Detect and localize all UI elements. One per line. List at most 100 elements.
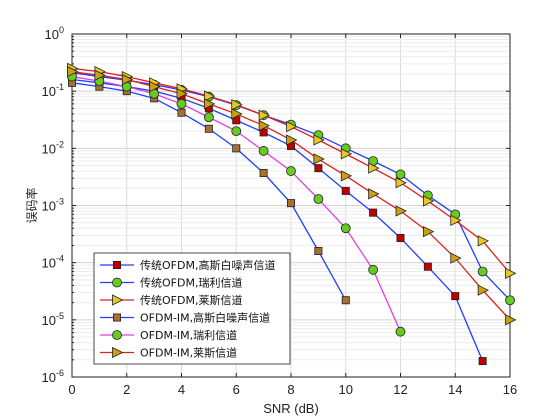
data-point	[395, 169, 406, 180]
data-point	[259, 128, 268, 137]
legend-box	[93, 252, 291, 365]
legend-item: 传统OFDM,瑞利信道	[100, 276, 242, 290]
data-point	[176, 88, 188, 100]
data-point	[395, 326, 406, 337]
data-point	[94, 69, 106, 81]
legend-marker	[113, 260, 122, 269]
legend-item: OFDM-IM,高斯白噪声信道	[100, 311, 270, 325]
data-point	[313, 134, 325, 146]
data-point	[231, 126, 242, 137]
legend-marker	[112, 277, 122, 288]
y-tick-exponent: -2	[56, 139, 64, 149]
legend-item: OFDM-IM,莱斯信道	[100, 346, 237, 360]
data-point	[313, 153, 325, 165]
data-point	[422, 195, 435, 207]
tick-marks	[71, 33, 511, 378]
data-point	[341, 296, 350, 305]
data-point	[231, 108, 243, 120]
y-tick-label: 10-5	[42, 311, 64, 328]
data-point	[231, 99, 243, 111]
data-point	[314, 164, 323, 173]
x-axis-title: SNR (dB)	[263, 401, 319, 416]
data-point	[340, 170, 353, 182]
x-tick-label: 10	[339, 382, 353, 397]
y-tick-label: 10-6	[42, 368, 64, 385]
data-point	[451, 292, 460, 301]
data-point	[395, 177, 407, 189]
data-point	[149, 80, 161, 93]
data-point	[177, 108, 186, 117]
data-point	[258, 119, 271, 132]
data-point	[258, 109, 271, 121]
series-layer	[67, 62, 517, 366]
legend-item: OFDM-IM,瑞利信道	[100, 328, 237, 342]
data-point	[340, 148, 353, 160]
y-tick-base: 10	[42, 370, 56, 385]
y-tick-base: 10	[42, 256, 56, 271]
data-point	[450, 214, 462, 226]
data-point	[286, 199, 295, 208]
y-tick-exponent: -4	[56, 254, 64, 264]
legend-label: OFDM-IM,莱斯信道	[140, 346, 237, 360]
legend-label: 传统OFDM,莱斯信道	[140, 293, 242, 307]
x-tick-label: 2	[123, 382, 130, 397]
y-tick-exponent: -1	[56, 82, 64, 92]
data-point	[314, 246, 323, 255]
x-tick-label: 14	[448, 382, 462, 397]
y-tick-label: 10-4	[42, 254, 64, 271]
data-point	[395, 205, 407, 217]
data-point	[203, 112, 214, 123]
y-tick-label: 10-1	[42, 82, 64, 99]
data-point	[477, 235, 490, 247]
data-point	[259, 169, 268, 178]
y-tick-label: 100	[45, 25, 64, 42]
data-point	[368, 188, 380, 200]
data-point	[67, 65, 79, 78]
series-6	[67, 65, 517, 326]
data-point	[423, 262, 432, 271]
data-point	[313, 194, 324, 204]
y-axis-title: 误码率	[24, 187, 39, 223]
x-tick-label: 8	[287, 382, 294, 397]
data-point	[286, 166, 296, 176]
data-point	[203, 98, 216, 110]
y-tick-label: 10-2	[42, 139, 64, 156]
data-point	[121, 73, 134, 86]
series-line	[71, 78, 484, 362]
y-tick-label: 10-3	[42, 197, 64, 214]
data-point	[450, 252, 462, 264]
data-point	[369, 208, 378, 217]
data-point	[368, 162, 380, 174]
legend-label: 传统OFDM,高斯白噪声信道	[140, 258, 275, 272]
legend-marker	[112, 346, 124, 359]
y-tick-base: 10	[42, 313, 56, 328]
data-point	[477, 266, 488, 277]
legend-label: OFDM-IM,高斯白噪声信道	[140, 311, 270, 325]
x-tick-label: 0	[68, 382, 75, 397]
x-tick-label: 6	[233, 382, 240, 397]
y-tick-exponent: 0	[59, 25, 64, 35]
data-point	[477, 284, 490, 296]
legend-marker	[113, 313, 122, 322]
x-tick-label: 12	[393, 382, 407, 397]
series-5	[67, 71, 406, 337]
data-point	[505, 314, 517, 326]
data-point	[258, 146, 269, 156]
legend-label: OFDM-IM,瑞利信道	[140, 328, 237, 342]
data-point	[505, 267, 517, 280]
y-tick-exponent: -6	[56, 368, 64, 378]
data-point	[396, 234, 405, 243]
legend-label: 传统OFDM,瑞利信道	[140, 276, 242, 290]
data-point	[286, 134, 298, 146]
y-tick-base: 10	[45, 27, 59, 42]
x-tick-label: 16	[503, 382, 517, 397]
x-tick-labels: 0 2 4 6 8 10 12 14 16	[68, 382, 517, 397]
data-point	[176, 98, 187, 109]
data-point	[232, 144, 241, 153]
data-point	[340, 223, 351, 234]
y-tick-base: 10	[42, 84, 56, 99]
data-point	[286, 120, 298, 133]
